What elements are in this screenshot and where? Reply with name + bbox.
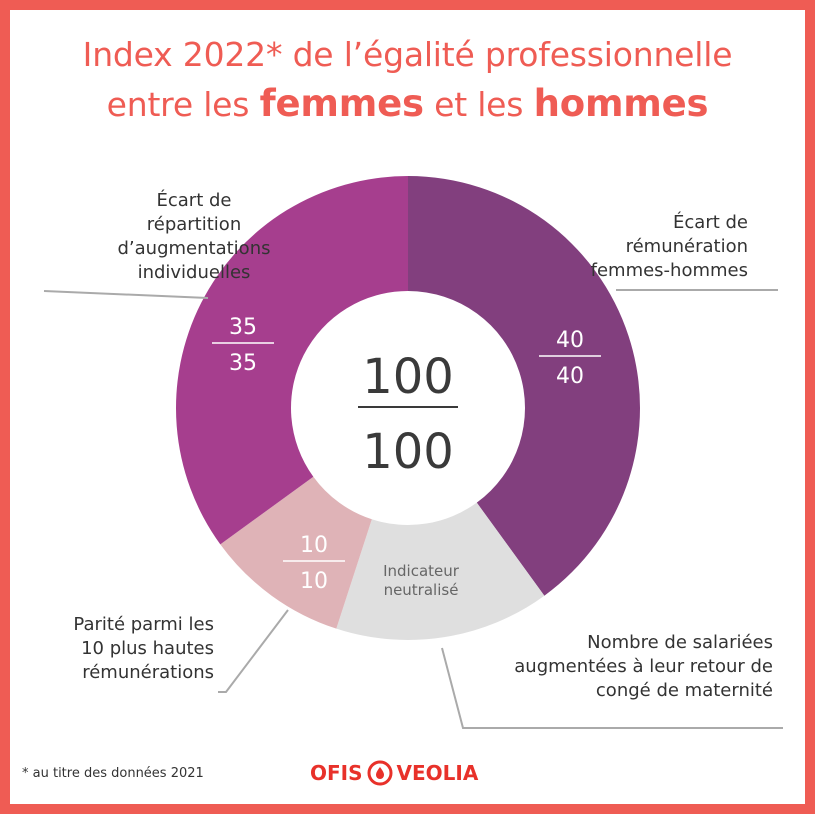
donut-slice-2: [336, 502, 545, 640]
leader-line-4: [43, 290, 209, 299]
leader-line-2: [441, 647, 783, 729]
title-line-2-start: entre les: [106, 85, 260, 124]
title-line-2-middle: et les: [423, 85, 534, 124]
donut-slice-3: [220, 476, 372, 629]
slice-label-3-line-1: Parité parmi les: [73, 614, 214, 635]
slice-label-4-line-3: d’augmentations: [118, 238, 271, 259]
slice-max-3: 10: [300, 569, 328, 594]
slice-label-4-line-4: individuelles: [138, 262, 251, 283]
donut-slice-4: [176, 176, 408, 545]
ofis-veolia-logo: OFIS VEOLIA: [310, 760, 478, 786]
slice-max-1: 40: [556, 364, 584, 389]
logo-text-left: OFIS: [310, 761, 363, 785]
total-max: 100: [362, 424, 454, 480]
slice-score-1: 40: [556, 328, 584, 353]
neutralised-text-line-1: Indicateur: [383, 562, 460, 580]
title-emphasis-hommes: hommes: [533, 82, 709, 125]
title-line-2: entre les femmes et les hommes: [10, 79, 805, 129]
page-title: Index 2022* de l’égalité professionnelle…: [10, 30, 805, 129]
slice-score-4: 35: [229, 315, 257, 340]
slice-label-4-line-1: Écart de: [157, 189, 232, 211]
slice-label-1-line-2: rémunération: [626, 236, 748, 257]
slice-label-1-line-1: Écart de: [673, 211, 748, 233]
slice-label-2-line-3: congé de maternité: [596, 680, 773, 701]
infographic-panel: Index 2022* de l’égalité professionnelle…: [10, 10, 805, 804]
title-emphasis-femmes: femmes: [259, 82, 424, 125]
slice-score-3: 10: [300, 533, 328, 558]
slice-label-3-line-3: rémunérations: [82, 662, 214, 683]
slice-label-2-line-1: Nombre de salariées: [587, 632, 773, 653]
slice-max-4: 35: [229, 351, 257, 376]
leader-line-3: [218, 609, 289, 693]
donut-slice-1: [408, 176, 640, 596]
logo-drop-icon: [367, 760, 393, 786]
donut-chart: 100 100 40 40 Écart de rémunération femmes-hom…: [43, 176, 783, 729]
logo-text-right: VEOLIA: [396, 761, 479, 785]
slice-label-4-line-2: répartition: [147, 214, 241, 235]
slice-label-3-line-2: 10 plus hautes: [81, 638, 214, 659]
slice-label-1-line-3: femmes-hommes: [591, 260, 748, 281]
neutralised-text-line-2: neutralisé: [384, 581, 459, 599]
total-score: 100: [362, 349, 454, 405]
slice-label-2-line-2: augmentées à leur retour de: [514, 656, 773, 677]
footnote: * au titre des données 2021: [22, 766, 204, 781]
title-line-1: Index 2022* de l’égalité professionnelle: [82, 35, 733, 74]
